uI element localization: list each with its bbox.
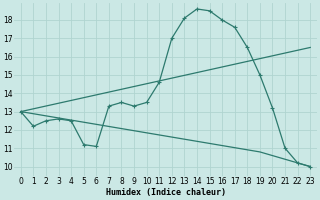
X-axis label: Humidex (Indice chaleur): Humidex (Indice chaleur) xyxy=(106,188,226,197)
